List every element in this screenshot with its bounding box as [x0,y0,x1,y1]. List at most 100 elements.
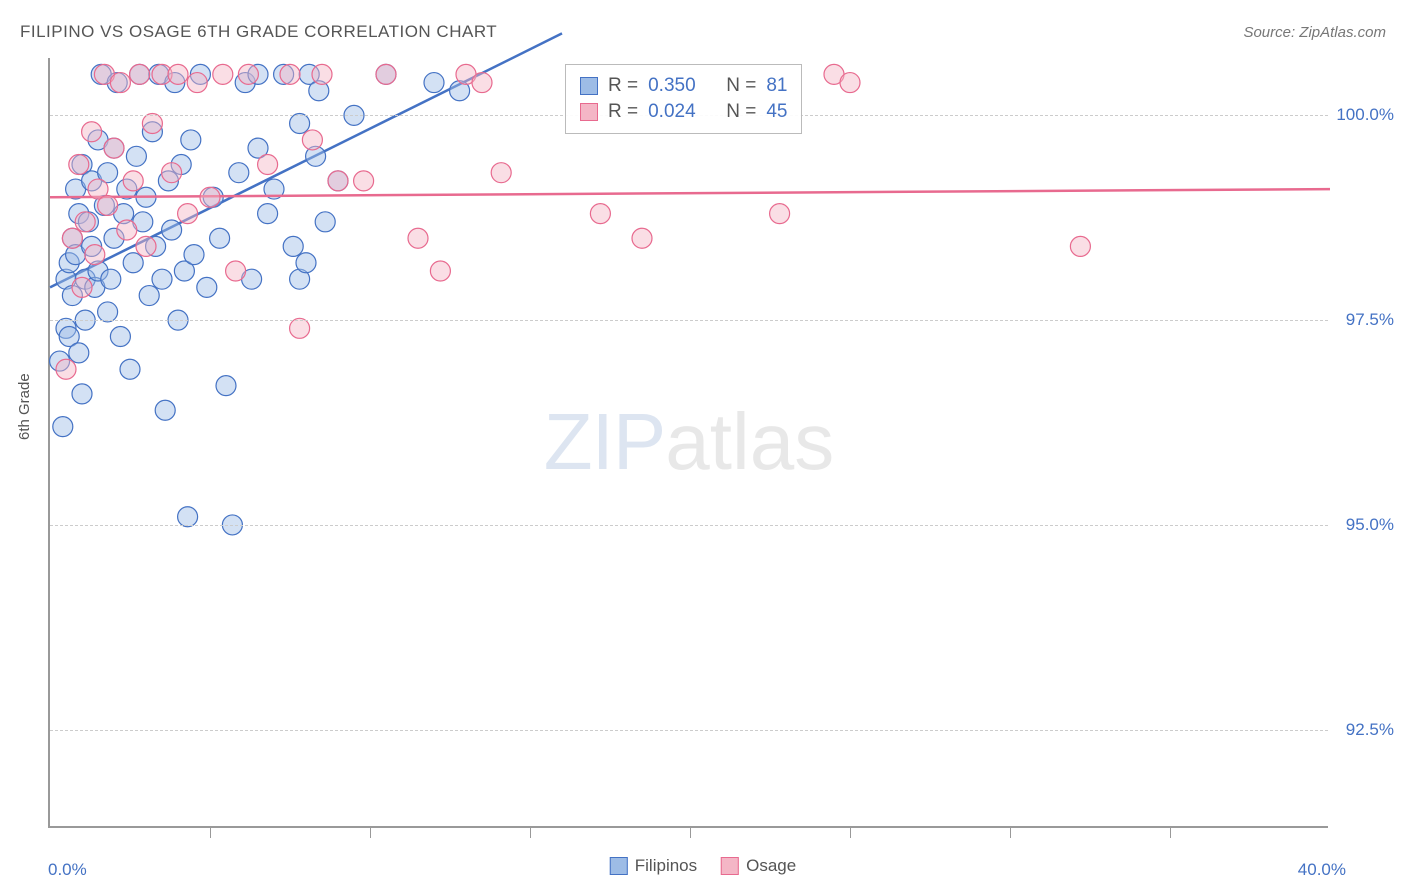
chart-header: FILIPINO VS OSAGE 6TH GRADE CORRELATION … [20,22,1386,42]
data-point [229,163,249,183]
data-point [155,400,175,420]
data-point [69,154,89,174]
data-point [354,171,374,191]
y-tick-label: 97.5% [1346,310,1394,330]
x-tick-label-min: 0.0% [48,860,87,880]
y-tick-label: 95.0% [1346,515,1394,535]
data-point [226,261,246,281]
data-point [72,384,92,404]
data-point [120,359,140,379]
data-point [315,212,335,232]
data-point [178,204,198,224]
data-point [104,138,124,158]
data-point [75,212,95,232]
data-point [424,73,444,93]
data-point [123,253,143,273]
legend-box: R = 0.350 N = 81 R = 0.024 N = 45 [565,64,802,134]
r-label: R = [608,75,638,97]
y-axis-label: 6th Grade [16,373,33,440]
data-point [328,171,348,191]
legend-bottom: Filipinos Osage [610,856,796,876]
data-point [770,204,790,224]
data-point [296,253,316,273]
y-tick-label: 100.0% [1336,105,1394,125]
x-tick [690,826,691,838]
legend-label: Osage [746,856,796,876]
n-value: 81 [766,75,787,97]
legend-swatch [580,77,598,95]
data-point [290,114,310,134]
data-point [238,64,258,84]
data-point [62,228,82,248]
data-point [258,154,278,174]
data-point [123,171,143,191]
n-label: N = [726,101,756,123]
data-point [213,64,233,84]
data-point [187,73,207,93]
data-point [290,318,310,338]
data-point [472,73,492,93]
data-point [430,261,450,281]
data-point [200,187,220,207]
r-value: 0.024 [648,101,696,123]
gridline [50,320,1328,321]
n-value: 45 [766,101,787,123]
data-point [302,130,322,150]
y-tick-label: 92.5% [1346,720,1394,740]
data-point [142,114,162,134]
data-point [632,228,652,248]
data-point [162,220,182,240]
data-point [117,220,137,240]
plot-area: ZIPatlas [48,58,1328,828]
data-point [53,417,73,437]
data-point [162,163,182,183]
legend-swatch [721,857,739,875]
data-point [168,64,188,84]
data-point [408,228,428,248]
data-point [1070,236,1090,256]
x-tick-label-max: 40.0% [1298,860,1346,880]
legend-box-row: R = 0.350 N = 81 [580,73,787,99]
data-point [181,130,201,150]
legend-item: Osage [721,856,796,876]
data-point [85,245,105,265]
legend-swatch [580,103,598,121]
data-point [216,376,236,396]
data-point [178,507,198,527]
x-tick [850,826,851,838]
data-point [82,122,102,142]
n-label: N = [726,75,756,97]
legend-item: Filipinos [610,856,697,876]
data-point [72,277,92,297]
data-point [98,302,118,322]
data-point [110,73,130,93]
data-point [139,286,159,306]
legend-box-row: R = 0.024 N = 45 [580,99,787,125]
data-point [101,269,121,289]
gridline [50,525,1328,526]
data-point [69,343,89,363]
x-tick [530,826,531,838]
x-tick [210,826,211,838]
data-point [312,64,332,84]
data-point [491,163,511,183]
chart-svg [50,58,1328,826]
chart-source: Source: ZipAtlas.com [1243,24,1386,41]
gridline [50,730,1328,731]
data-point [280,64,300,84]
x-tick [370,826,371,838]
data-point [283,236,303,256]
data-point [126,146,146,166]
data-point [98,195,118,215]
data-point [56,359,76,379]
x-tick [1170,826,1171,838]
data-point [184,245,204,265]
data-point [136,236,156,256]
r-value: 0.350 [648,75,696,97]
data-point [258,204,278,224]
chart-title: FILIPINO VS OSAGE 6TH GRADE CORRELATION … [20,22,497,42]
data-point [130,64,150,84]
data-point [840,73,860,93]
legend-swatch [610,857,628,875]
data-point [197,277,217,297]
